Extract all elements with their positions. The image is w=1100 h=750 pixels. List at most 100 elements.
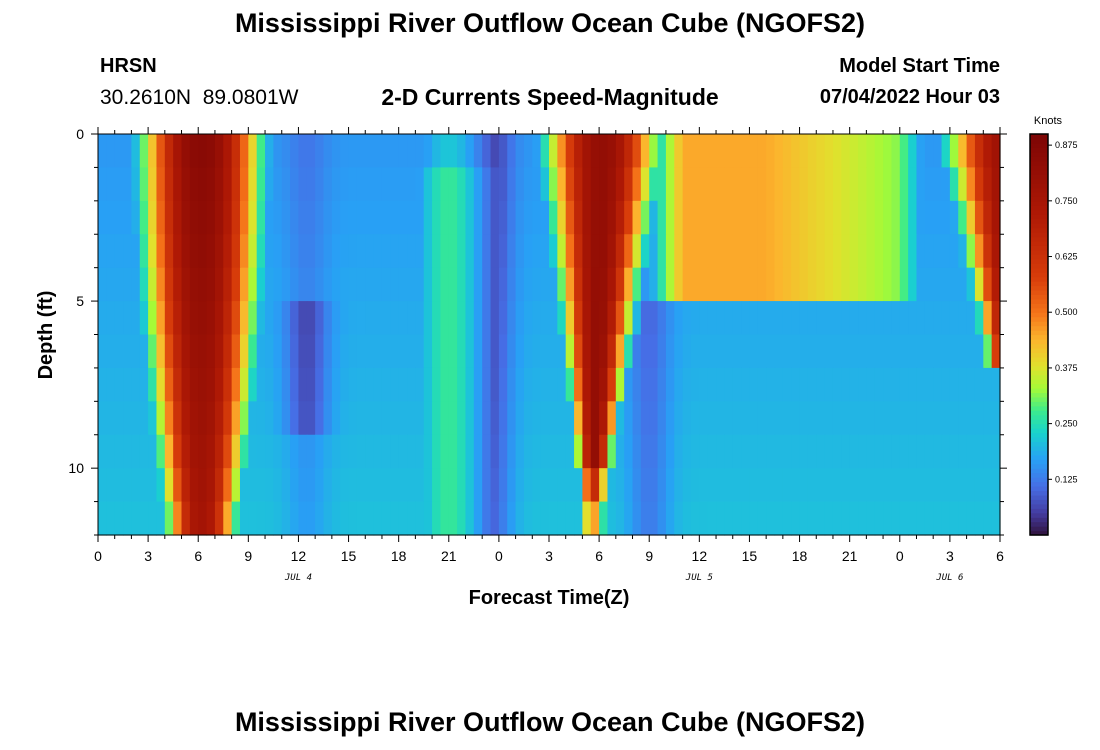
heatmap-cell — [306, 267, 316, 302]
colorbar-segment — [1030, 160, 1048, 166]
x-tick-label: 0 — [495, 548, 503, 564]
heatmap-cell — [774, 501, 784, 536]
heatmap-cell — [315, 434, 325, 469]
heatmap-cell — [482, 334, 492, 369]
heatmap-cell — [473, 334, 483, 369]
heatmap-cell — [281, 468, 291, 503]
heatmap-cell — [974, 468, 984, 503]
heatmap-cell — [958, 200, 968, 235]
heatmap-cell — [874, 401, 884, 436]
heatmap-cell — [607, 167, 617, 202]
heatmap-cell — [949, 134, 959, 169]
heatmap-cell — [607, 367, 617, 402]
colorbar-segment — [1030, 209, 1048, 215]
heatmap-cell — [816, 200, 826, 235]
heatmap-cell — [665, 501, 675, 536]
heatmap-cell — [724, 434, 734, 469]
heatmap-cell — [415, 367, 425, 402]
colorbar-segment — [1030, 272, 1048, 278]
heatmap-cell — [315, 234, 325, 269]
x-tick-label: 15 — [341, 548, 357, 564]
heatmap-cell — [206, 367, 216, 402]
heatmap-cell — [883, 501, 893, 536]
heatmap-cell — [632, 234, 642, 269]
heatmap-cell — [607, 200, 617, 235]
heatmap-cell — [398, 334, 408, 369]
heatmap-cell — [273, 301, 283, 336]
heatmap-cell — [448, 167, 458, 202]
heatmap-cell — [373, 501, 383, 536]
heatmap-cell — [206, 234, 216, 269]
heatmap-cell — [565, 334, 575, 369]
heatmap-cell — [265, 367, 274, 402]
heatmap-cell — [114, 134, 124, 169]
heatmap-cell — [148, 501, 158, 536]
heatmap-cell — [849, 367, 859, 402]
heatmap-cell — [398, 134, 408, 169]
heatmap-cell — [799, 367, 809, 402]
heatmap-cell — [156, 301, 166, 336]
heatmap-cell — [265, 334, 274, 369]
heatmap-cell — [356, 200, 366, 235]
heatmap-cell — [306, 134, 316, 169]
heatmap-cell — [98, 234, 107, 269]
colorbar-segment — [1030, 285, 1048, 291]
heatmap-cell — [824, 468, 834, 503]
heatmap-cell — [148, 367, 158, 402]
heatmap-cell — [415, 134, 425, 169]
colorbar-tick-label: 0.375 — [1055, 363, 1078, 373]
heatmap-cell — [866, 501, 876, 536]
heatmap-cell — [239, 167, 249, 202]
heatmap-cell — [799, 468, 809, 503]
heatmap-cell — [457, 134, 467, 169]
heatmap-cell — [958, 401, 968, 436]
heatmap-cell — [198, 301, 208, 336]
heatmap-cell — [707, 367, 717, 402]
heatmap-cell — [273, 167, 283, 202]
heatmap-cell — [365, 401, 375, 436]
colorbar-tick-label: 0.875 — [1055, 140, 1078, 150]
colorbar-segment — [1030, 321, 1048, 327]
heatmap-cell — [340, 200, 350, 235]
heatmap-cell — [774, 401, 784, 436]
heatmap-cell — [741, 167, 751, 202]
heatmap-cell — [682, 134, 692, 169]
heatmap-cell — [373, 134, 383, 169]
y-axis-label: Depth (ft) — [35, 291, 57, 380]
heatmap-cell — [123, 134, 133, 169]
heatmap-cell — [782, 134, 792, 169]
heatmap-cell — [741, 267, 751, 302]
heatmap-cell — [682, 468, 692, 503]
heatmap-cell — [832, 200, 842, 235]
heatmap-cell — [365, 434, 375, 469]
heatmap-cell — [340, 401, 350, 436]
heatmap-cell — [858, 401, 867, 436]
heatmap-cell — [799, 167, 809, 202]
heatmap-cell — [908, 468, 918, 503]
heatmap-cell — [532, 134, 542, 169]
heatmap-cell — [198, 200, 208, 235]
heatmap-cell — [749, 367, 759, 402]
colorbar-segment — [1030, 405, 1048, 411]
heatmap-cell — [816, 334, 826, 369]
heatmap-cell — [148, 234, 158, 269]
heatmap-cell — [933, 167, 943, 202]
heatmap-cell — [732, 401, 742, 436]
heatmap-cell — [782, 167, 792, 202]
heatmap-cell — [665, 267, 675, 302]
heatmap-cell — [807, 167, 817, 202]
heatmap-cell — [423, 367, 433, 402]
colorbar-segment — [1030, 503, 1048, 509]
heatmap-cell — [298, 234, 308, 269]
heatmap-cell — [331, 234, 341, 269]
heatmap-cell — [557, 267, 567, 302]
heatmap-cell — [991, 301, 1001, 336]
heatmap-cell — [223, 200, 233, 235]
heatmap-cell — [874, 301, 884, 336]
heatmap-cell — [515, 234, 525, 269]
heatmap-cell — [582, 367, 592, 402]
heatmap-cell — [415, 234, 425, 269]
colorbar-segment — [1030, 312, 1048, 318]
heatmap-cell — [281, 401, 291, 436]
heatmap-cell — [799, 401, 809, 436]
